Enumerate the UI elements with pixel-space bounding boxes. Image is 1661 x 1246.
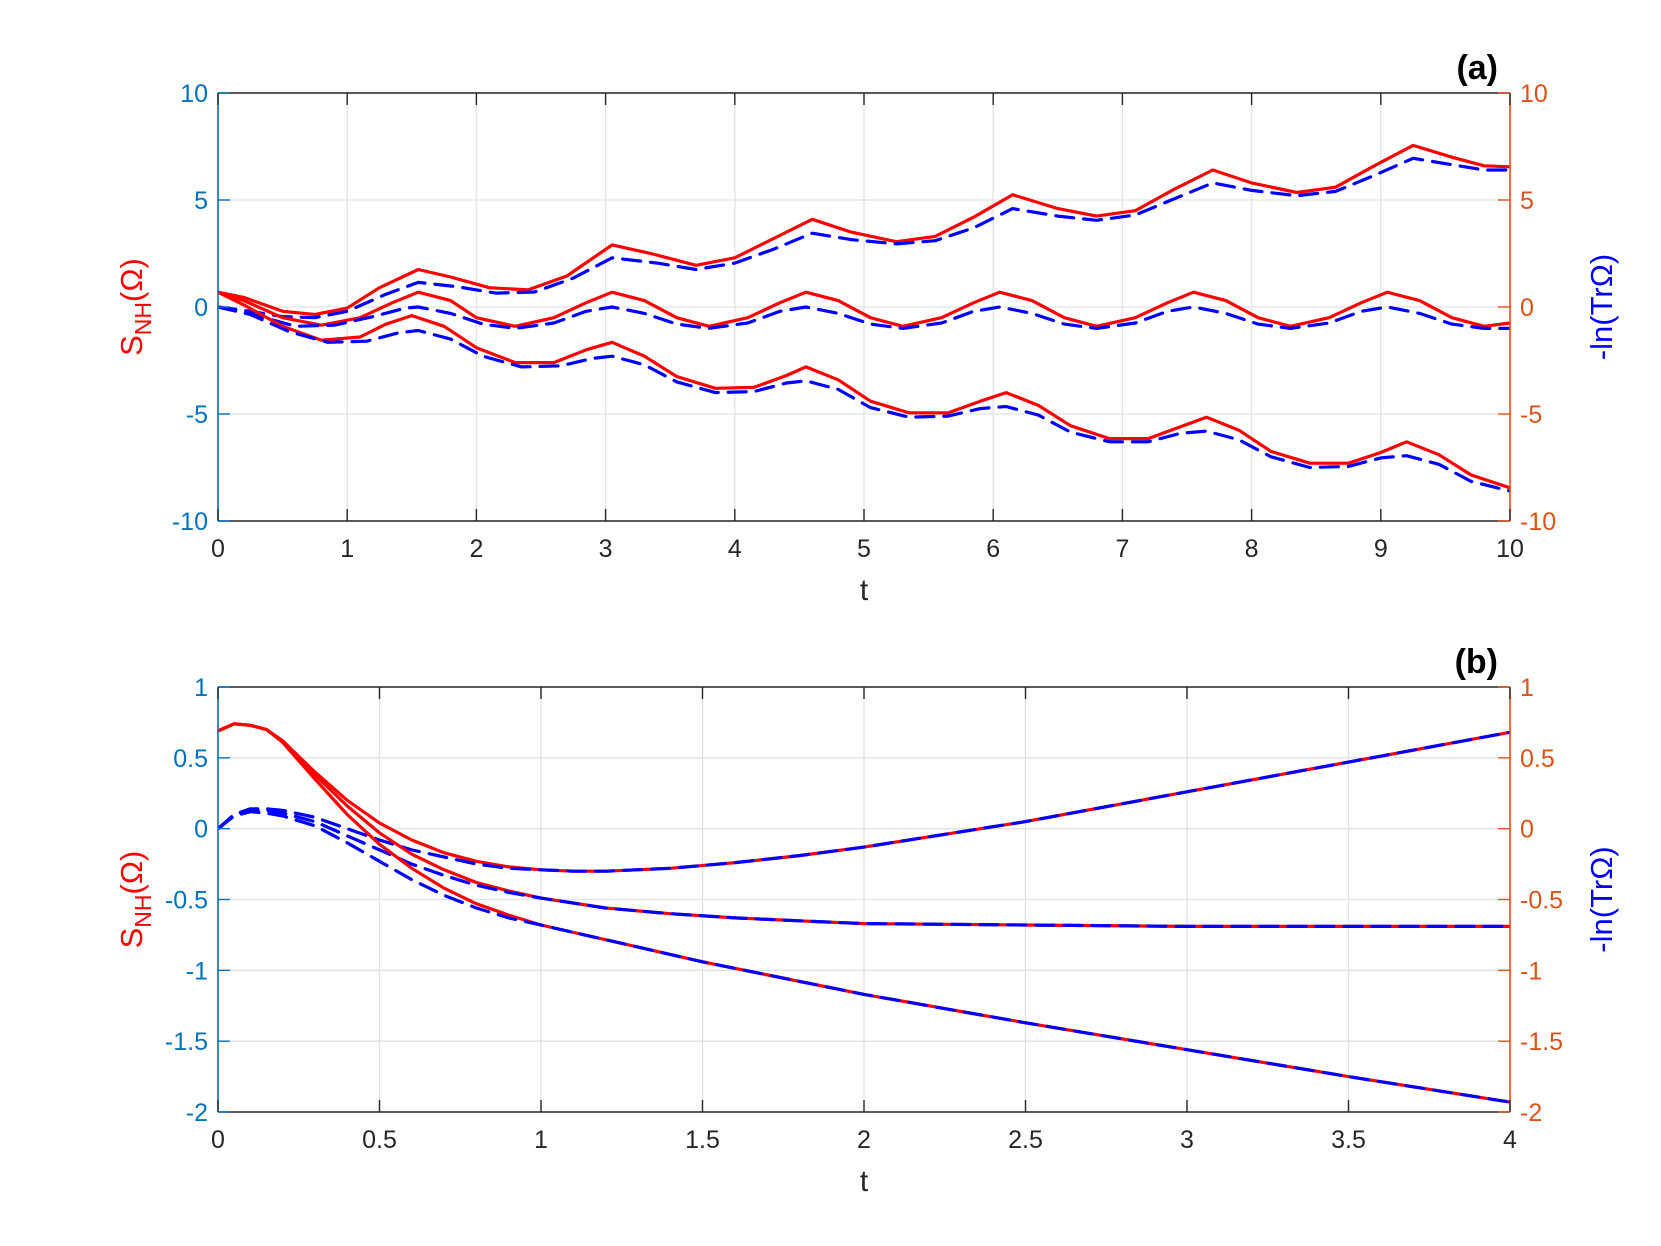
x-tick-label: 0 (211, 535, 225, 563)
right-y-tick-label: -1 (1520, 957, 1542, 985)
right-y-axis-label: -ln(TrΩ) (1584, 846, 1619, 952)
x-tick-label: 8 (1245, 535, 1259, 563)
left-y-tick-label: 0 (194, 816, 208, 844)
x-tick-label: 4 (728, 535, 742, 563)
right-y-tick-label: 0 (1520, 294, 1534, 322)
x-tick-label: 2 (857, 1126, 871, 1154)
series-line-dashed-5 (218, 305, 1510, 493)
right-y-tick-label: -10 (1520, 508, 1556, 536)
series-line-dashed-1 (218, 730, 1510, 873)
x-tick-label: 2.5 (1008, 1126, 1043, 1154)
series-group (218, 143, 1510, 493)
left-y-tick-label: 1 (194, 674, 208, 702)
x-tick-label: 0.5 (362, 1126, 397, 1154)
x-axis-label: t (860, 1165, 869, 1198)
left-y-tick-label: -1.5 (165, 1028, 208, 1056)
panel-label: (a) (1456, 49, 1498, 87)
ylabel-main: S (114, 335, 149, 356)
right-y-tick-label: -1.5 (1520, 1028, 1563, 1056)
left-y-tick-label: -1 (186, 957, 208, 985)
x-tick-label: 3.5 (1331, 1126, 1366, 1154)
ylabel-subscript: NH (130, 894, 156, 927)
x-tick-label: 5 (857, 535, 871, 563)
right-y-tick-label: 0 (1520, 816, 1534, 844)
panel-b: 0 0.5 1 1.5 2 2.5 3 3.5 4-2-1.5-1-0.500.51-2-1.5… (114, 643, 1619, 1198)
x-tick-label: 3 (599, 535, 613, 563)
x-tick-label: 1 (534, 1126, 548, 1154)
left-y-tick-label: 0 (194, 294, 208, 322)
series-line-solid-4 (218, 290, 1510, 490)
series-line-dashed-5 (218, 810, 1510, 1104)
ylabel-main: S (114, 928, 149, 949)
x-tick-label: 3 (1180, 1126, 1194, 1154)
x-tick-label: 6 (986, 535, 1000, 563)
right-y-tick-label: -2 (1520, 1099, 1542, 1127)
x-tick-label: 9 (1374, 535, 1388, 563)
left-y-tick-label: -0.5 (165, 887, 208, 915)
series-line-dashed-1 (218, 156, 1510, 320)
grid-lines (217, 686, 1511, 1113)
series-line-dashed-3 (218, 305, 1510, 330)
series-group (218, 722, 1510, 1104)
left-y-axis-label: SNH(Ω) (114, 851, 156, 949)
right-y-axis-label: -ln(TrΩ) (1584, 254, 1619, 360)
x-tick-label: 1.5 (685, 1126, 720, 1154)
left-y-tick-label: -5 (186, 401, 208, 429)
x-tick-label: 2 (469, 535, 483, 563)
ylabel-suffix: (Ω) (114, 258, 149, 302)
ylabel-suffix: (Ω) (114, 851, 149, 895)
right-y-tick-label: -0.5 (1520, 887, 1563, 915)
left-y-tick-label: 10 (180, 80, 208, 108)
x-tick-label: 4 (1503, 1126, 1517, 1154)
x-tick-label: 1 (340, 535, 354, 563)
series-line-solid-0 (218, 143, 1510, 317)
x-tick-label: 7 (1115, 535, 1129, 563)
right-y-tick-label: -5 (1520, 401, 1542, 429)
series-line-solid-2 (218, 290, 1510, 328)
x-tick-label: 0 (211, 1126, 225, 1154)
right-y-tick-label: 0.5 (1520, 745, 1555, 773)
left-y-tick-label: 0.5 (173, 745, 208, 773)
panel-label: (b) (1455, 643, 1498, 681)
right-y-tick-label: 10 (1520, 80, 1548, 108)
x-axis-label: t (860, 574, 869, 607)
left-y-tick-label: -2 (186, 1099, 208, 1127)
left-y-axis-label: SNH(Ω) (114, 258, 156, 356)
right-y-tick-label: 1 (1520, 674, 1534, 702)
ylabel-subscript: NH (130, 302, 156, 335)
left-y-tick-label: 5 (194, 187, 208, 215)
left-y-tick-label: -10 (172, 508, 208, 536)
series-line-dashed-3 (218, 808, 1510, 928)
right-y-tick-label: 5 (1520, 187, 1534, 215)
x-tick-label: 10 (1496, 535, 1524, 563)
